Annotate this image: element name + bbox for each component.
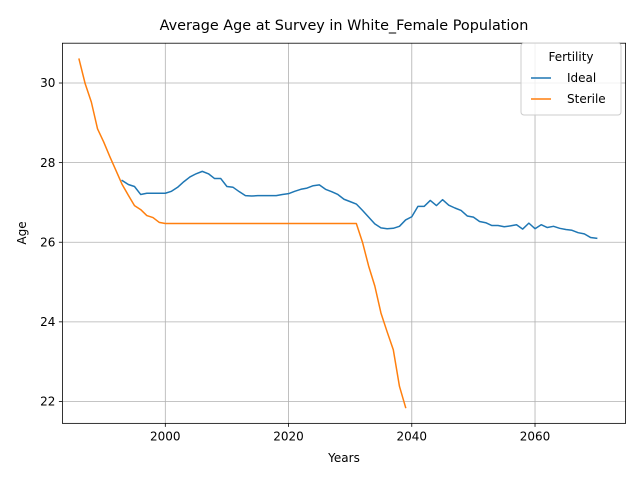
- x-tick-label: 2020: [273, 429, 304, 443]
- axis-ticks: 2000 2020 2040 2060 22 24 26 28 30: [40, 76, 550, 443]
- y-axis-title: Age: [15, 221, 29, 244]
- y-tick-label: 30: [40, 76, 55, 90]
- series-line-ideal: [121, 170, 598, 240]
- legend-box: [520, 42, 622, 116]
- y-tick-label: 24: [40, 315, 55, 329]
- chart-title: Average Age at Survey in White_Female Po…: [160, 18, 529, 34]
- y-tick-label: 22: [40, 395, 55, 409]
- y-tick-label: 28: [40, 156, 55, 170]
- x-tick-label: 2000: [150, 429, 181, 443]
- plot-area-frame: [62, 42, 627, 424]
- y-tick-label: 26: [40, 235, 55, 249]
- legend-title: Fertility: [548, 50, 593, 64]
- x-tick-label: 2060: [520, 429, 551, 443]
- legend: Fertility Ideal Sterile: [520, 42, 622, 116]
- legend-label-sterile: Sterile: [567, 92, 606, 106]
- series-line-sterile: [78, 58, 407, 409]
- x-axis-title: Years: [327, 451, 360, 465]
- x-tick-label: 2040: [397, 429, 428, 443]
- legend-label-ideal: Ideal: [567, 71, 596, 85]
- series-lines: [78, 58, 598, 409]
